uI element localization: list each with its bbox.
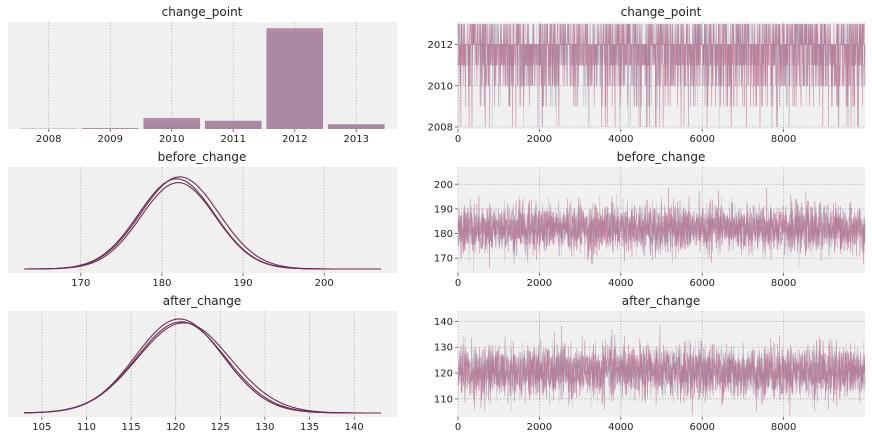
panel-background [8,311,397,417]
x-tick-label: 2008 [36,134,61,145]
x-tick-label: 8000 [771,134,796,145]
x-tick-label: 140 [345,422,364,433]
panel-title: change_point [621,5,702,19]
panel-after-change-trace: after_change 0 2000 4000 6000 8000 110 120 130 1… [434,294,866,433]
x-tick-label: 2012 [282,134,307,145]
y-tick-label: 190 [434,204,453,215]
bar [266,28,324,130]
x-tick-label: 2010 [159,134,184,145]
plot-area: 105 110 115 120 125 130 135 140 [23,311,381,433]
x-tick-label: 8000 [771,422,796,433]
y-tick-label: 120 [434,369,453,380]
plot-area: 0 2000 4000 6000 8000 170 180 190 200 [434,167,866,289]
y-tick-label: 2012 [428,40,453,51]
y-tick-label: 2008 [428,122,453,133]
y-tick-label: 110 [434,394,453,405]
x-tick-label: 170 [71,278,90,289]
plot-area: 0 2000 4000 6000 8000 110 120 130 140 [434,311,866,433]
panel-title: after_change [163,294,242,308]
bar [81,128,139,129]
y-tick-label: 130 [434,343,453,354]
x-tick-label: 2013 [344,134,369,145]
x-tick-label: 4000 [608,278,633,289]
bar [143,117,201,129]
plot-area: 2008 2009 2010 2011 2012 2013 [20,22,385,145]
panel-title: before_change [158,150,247,164]
bar [204,120,262,129]
density-curve [24,182,381,270]
x-tick-label: 110 [77,422,96,433]
x-tick-label: 4000 [608,134,633,145]
x-tick-label: 2000 [527,134,552,145]
x-tick-label: 2011 [221,134,246,145]
panel-background [8,167,397,273]
x-tick-label: 6000 [689,278,714,289]
x-tick-label: 4000 [608,422,633,433]
y-tick-label: 2010 [428,81,453,92]
density-curve [24,321,381,414]
panel-before-change-trace: before_change 0 2000 4000 6000 8000 170 180 190… [434,150,866,289]
panel-change-point-trace: change_point 0 2000 4000 6000 8000 2008 2010 20… [428,5,866,145]
plot-area: 170 180 190 200 [24,167,381,289]
x-tick-label: 125 [211,422,230,433]
x-tick-label: 2000 [527,278,552,289]
x-tick-label: 180 [152,278,171,289]
x-tick-label: 6000 [689,134,714,145]
x-tick-label: 6000 [689,422,714,433]
x-tick-label: 2000 [527,422,552,433]
panel-title: before_change [617,150,706,164]
y-tick-label: 140 [434,317,453,328]
panel-after-change-posterior: after_change 105 110 115 120 125 130 135 140 [8,294,397,433]
x-tick-label: 105 [32,422,51,433]
bar [327,124,385,129]
x-tick-label: 0 [455,134,461,145]
panel-change-point-posterior: change_point 2008 2009 2010 2011 2012 2013 [8,5,397,145]
x-tick-label: 2009 [98,134,123,145]
x-tick-label: 135 [300,422,319,433]
panel-title: after_change [622,294,701,308]
panel-title: change_point [162,5,243,19]
x-tick-label: 115 [122,422,141,433]
x-tick-label: 0 [455,278,461,289]
x-tick-label: 120 [166,422,185,433]
y-tick-label: 180 [434,229,453,240]
panel-before-change-posterior: before_change 170 180 190 200 [8,150,397,289]
y-tick-label: 200 [434,180,453,191]
x-tick-label: 190 [234,278,253,289]
chain-trace-line [457,23,866,127]
chain-trace-line [457,325,866,412]
chain-trace-line [457,190,866,265]
x-tick-label: 8000 [771,278,796,289]
x-tick-label: 130 [255,422,274,433]
y-tick-label: 170 [434,254,453,265]
panel-background [8,22,397,129]
x-tick-label: 0 [455,422,461,433]
plot-area: 0 2000 4000 6000 8000 2008 2010 2012 [428,22,866,145]
x-tick-label: 200 [315,278,334,289]
chain-trace-line [457,332,866,416]
